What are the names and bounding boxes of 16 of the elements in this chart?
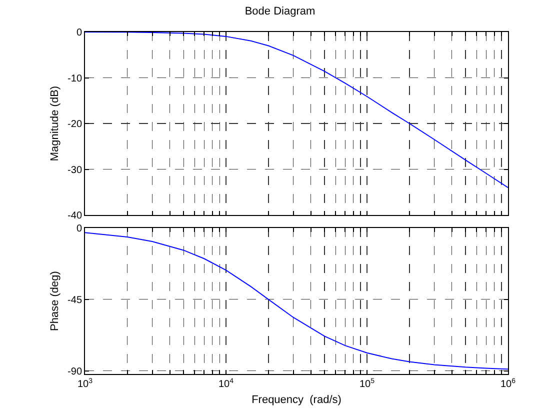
y-tick-label: 0 [76,28,82,38]
y-tick-label: -45 [68,294,82,306]
y-tick-label: 0 [76,224,82,234]
y-axis-title: Magnitude (dB) [49,86,62,162]
y-axis-title: Phase (deg) [49,271,62,331]
y-tick-label: -30 [68,164,82,176]
y-tick-label: -40 [68,210,82,222]
chart-title: Bode Diagram [244,5,316,18]
x-tick-label: 10$^{4}$ [218,378,234,390]
x-tick-label: 10$^{6}$ [500,378,516,390]
x-tick-label: 10$^{3}$ [77,378,93,390]
y-tick-label: -20 [68,119,82,130]
x-axis-title: Frequency (rad/s) [252,394,342,406]
y-tick-label: -90 [68,366,82,378]
x-tick-label: 10$^{5}$ [359,378,375,390]
y-tick-label: -10 [68,73,82,84]
